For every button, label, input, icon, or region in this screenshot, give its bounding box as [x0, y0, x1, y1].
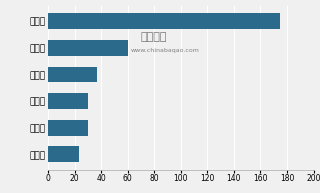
Text: www.chinabaqao.com: www.chinabaqao.com — [130, 48, 199, 53]
Bar — [48, 67, 97, 82]
Bar — [48, 146, 78, 162]
Bar — [48, 13, 280, 29]
Bar — [48, 93, 88, 109]
Text: 观研天下: 观研天下 — [141, 32, 167, 42]
Bar — [48, 40, 128, 56]
Bar — [48, 120, 88, 136]
